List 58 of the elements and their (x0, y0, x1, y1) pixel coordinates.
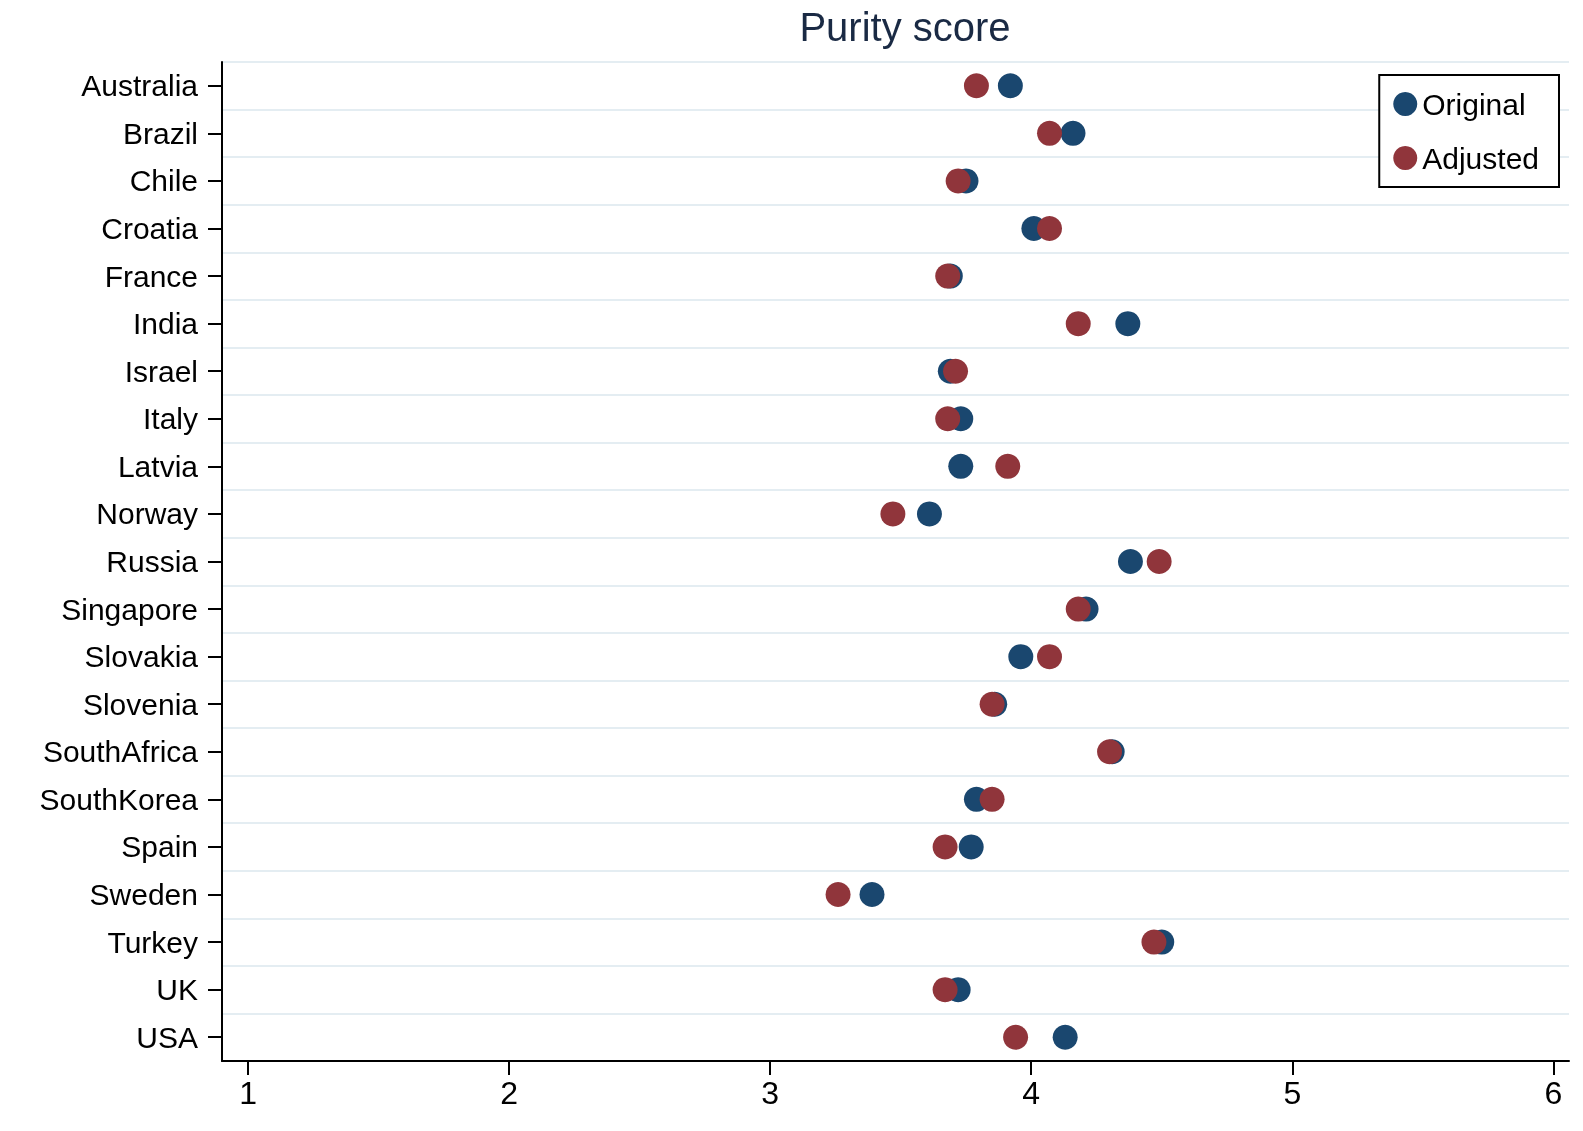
point (1003, 1024, 1029, 1050)
point (943, 358, 969, 384)
point (979, 786, 1005, 812)
point (1141, 929, 1167, 955)
legend-label: Adjusted (1422, 141, 1539, 175)
y-tick-label: Singapore (61, 592, 198, 626)
y-tick-label: Spain (121, 830, 198, 864)
point (825, 882, 851, 907)
point (1117, 549, 1143, 574)
x-tick-label: 4 (1022, 1075, 1041, 1111)
chart-title: Purity score (799, 5, 1011, 49)
point (963, 73, 989, 99)
y-tick-label: USA (136, 1020, 198, 1054)
point (995, 453, 1021, 479)
point (932, 834, 958, 860)
point (935, 406, 961, 432)
point (945, 168, 971, 194)
y-tick-label: Croatia (101, 212, 199, 245)
y-tick-label: Israel (124, 354, 198, 388)
point (859, 882, 885, 907)
y-tick-label: Russia (106, 545, 199, 578)
y-tick-label: SouthKorea (39, 782, 199, 816)
point (880, 501, 906, 527)
y-tick-label: Slovenia (82, 687, 199, 721)
point (1146, 549, 1172, 574)
y-tick-label: Norway (96, 497, 198, 531)
point (1060, 120, 1086, 146)
y-tick-label: India (132, 307, 199, 341)
point (1065, 596, 1091, 622)
point (1037, 644, 1063, 670)
x-tick-label: 5 (1283, 1075, 1302, 1111)
y-tick-label: Slovakia (84, 640, 199, 674)
point (1008, 644, 1034, 670)
y-tick-label: Australia (81, 69, 199, 103)
point (958, 834, 984, 860)
point (1115, 311, 1141, 337)
x-tick-label: 3 (761, 1075, 780, 1111)
y-tick-label: Italy (142, 402, 198, 436)
point (1037, 216, 1063, 241)
point (1065, 311, 1091, 337)
point (1052, 1024, 1078, 1050)
y-tick-label: Chile (129, 164, 198, 198)
y-tick-label: Brazil (122, 116, 198, 150)
point (948, 453, 974, 479)
point (1037, 120, 1063, 146)
point (932, 977, 958, 1003)
x-tick-label: 2 (500, 1075, 519, 1111)
y-tick-label: Sweden (89, 878, 198, 911)
point (916, 501, 942, 527)
x-tick-label: 6 (1544, 1075, 1563, 1111)
y-tick-label: Turkey (107, 925, 198, 959)
x-tick-label: 1 (239, 1075, 257, 1111)
y-tick-label: France (104, 259, 198, 293)
y-tick-label: UK (156, 973, 198, 1007)
y-tick-label: SouthAfrica (42, 735, 199, 769)
legend-label: Original (1422, 87, 1526, 121)
y-tick-label: Latvia (117, 449, 199, 483)
point (997, 73, 1023, 99)
